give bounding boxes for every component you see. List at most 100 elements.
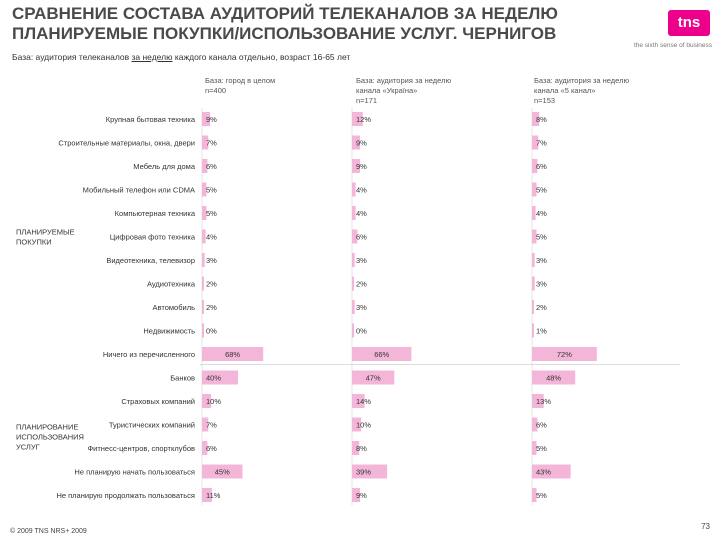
bar xyxy=(202,394,211,408)
bar xyxy=(202,229,206,244)
bar xyxy=(532,112,540,126)
data-label: 4% xyxy=(536,209,547,218)
column-header-line: База: город в целом xyxy=(205,76,276,85)
group-label: ПОКУПКИ xyxy=(16,238,52,247)
bar xyxy=(202,206,207,220)
bar xyxy=(202,253,205,267)
data-label: 4% xyxy=(356,209,367,218)
column-header-5kanal: База: аудитория за неделю канала «5 кана… xyxy=(534,76,674,106)
bar xyxy=(352,488,361,502)
footer-copyright: © 2009 TNS NRS+ 2009 xyxy=(10,528,87,535)
data-label: 5% xyxy=(536,491,547,500)
bar xyxy=(202,112,211,126)
bar xyxy=(532,464,571,479)
column-header-line: n=400 xyxy=(205,86,227,95)
group-label: ПЛАНИРУЕМЫЕ xyxy=(16,228,75,237)
row-label: Не планирую продолжать пользоваться xyxy=(56,491,195,500)
data-label: 4% xyxy=(206,233,217,242)
data-label: 66% xyxy=(374,350,389,359)
bar xyxy=(532,276,535,291)
data-label: 0% xyxy=(206,327,217,336)
bar xyxy=(352,229,358,244)
data-label: 7% xyxy=(206,139,217,148)
bar xyxy=(352,206,356,220)
data-label: 11% xyxy=(206,491,221,500)
bar xyxy=(532,182,537,197)
row-label: Крупная бытовая техника xyxy=(106,115,196,124)
data-label: 10% xyxy=(356,421,371,430)
data-label: 10% xyxy=(206,397,221,406)
data-label: 0% xyxy=(356,327,367,336)
data-label: 6% xyxy=(356,233,367,242)
base-underlined: за неделю xyxy=(131,52,173,62)
base-description: База: аудитория телеканалов за неделю ка… xyxy=(12,52,350,62)
column-header-line: канала «Україна» xyxy=(356,86,418,95)
data-label: 72% xyxy=(557,350,572,359)
group-label: ПЛАНИРОВАНИЕ xyxy=(16,422,78,431)
row-label: Аудиотехника xyxy=(147,280,196,289)
bar xyxy=(532,488,537,502)
bar xyxy=(202,276,204,291)
data-label: 47% xyxy=(366,374,381,383)
data-label: 8% xyxy=(536,115,547,124)
base-suffix: каждого канала отдельно, возраст 16-65 л… xyxy=(172,52,351,62)
data-label: 48% xyxy=(546,374,561,383)
data-label: 1% xyxy=(536,327,547,336)
data-label: 5% xyxy=(536,233,547,242)
data-label: 6% xyxy=(536,162,547,171)
column-header-line: База: аудитория за неделю xyxy=(356,76,452,85)
bar xyxy=(202,464,243,479)
bar xyxy=(532,159,538,173)
data-label: 6% xyxy=(206,162,217,171)
bar xyxy=(352,253,355,267)
bar xyxy=(532,229,537,244)
row-label: Строительные материалы, окна, двери xyxy=(58,139,195,148)
row-label: Автомобиль xyxy=(153,303,196,312)
bar xyxy=(352,159,361,173)
data-label: 3% xyxy=(206,256,217,265)
bar xyxy=(202,300,204,314)
bar xyxy=(202,159,208,173)
data-label: 6% xyxy=(536,421,547,430)
row-label: Банков xyxy=(170,374,195,383)
data-label: 9% xyxy=(356,491,367,500)
bar xyxy=(202,441,208,455)
data-label: 9% xyxy=(206,115,217,124)
data-label: 2% xyxy=(206,303,217,312)
column-header-line: n=153 xyxy=(534,96,556,105)
data-label: 7% xyxy=(206,421,217,430)
data-label: 68% xyxy=(225,350,240,359)
column-header-line: База: аудитория за неделю xyxy=(534,76,630,85)
bar xyxy=(532,206,536,220)
base-prefix: База: аудитория телеканалов xyxy=(12,52,132,62)
bar xyxy=(202,135,209,150)
data-label: 45% xyxy=(215,468,230,477)
bar xyxy=(202,370,238,385)
bar xyxy=(532,300,534,314)
data-label: 9% xyxy=(356,139,367,148)
data-label: 6% xyxy=(206,444,217,453)
bar xyxy=(532,394,544,408)
bar xyxy=(352,394,365,408)
column-header-city: База: город в целом n=400 xyxy=(205,76,345,96)
data-label: 2% xyxy=(536,303,547,312)
bar xyxy=(532,323,534,338)
bar xyxy=(532,253,535,267)
data-label: 3% xyxy=(356,303,367,312)
data-label: 3% xyxy=(536,280,547,289)
data-label: 43% xyxy=(536,468,551,477)
group-label: ИСПОЛЬЗОВАНИЯ xyxy=(16,432,84,441)
group-label: УСЛУГ xyxy=(16,442,40,451)
column-header-ukraina: База: аудитория за неделю канала «Україн… xyxy=(356,76,496,106)
bar xyxy=(202,417,209,432)
bar xyxy=(202,488,212,502)
bar xyxy=(532,347,597,361)
bar xyxy=(532,417,538,432)
bar xyxy=(352,464,388,479)
column-header-line: n=171 xyxy=(356,96,378,105)
row-label: Страховых компаний xyxy=(121,397,195,406)
column-header-line: канала «5 канал» xyxy=(534,86,596,95)
data-label: 13% xyxy=(536,397,551,406)
data-label: 5% xyxy=(206,209,217,218)
